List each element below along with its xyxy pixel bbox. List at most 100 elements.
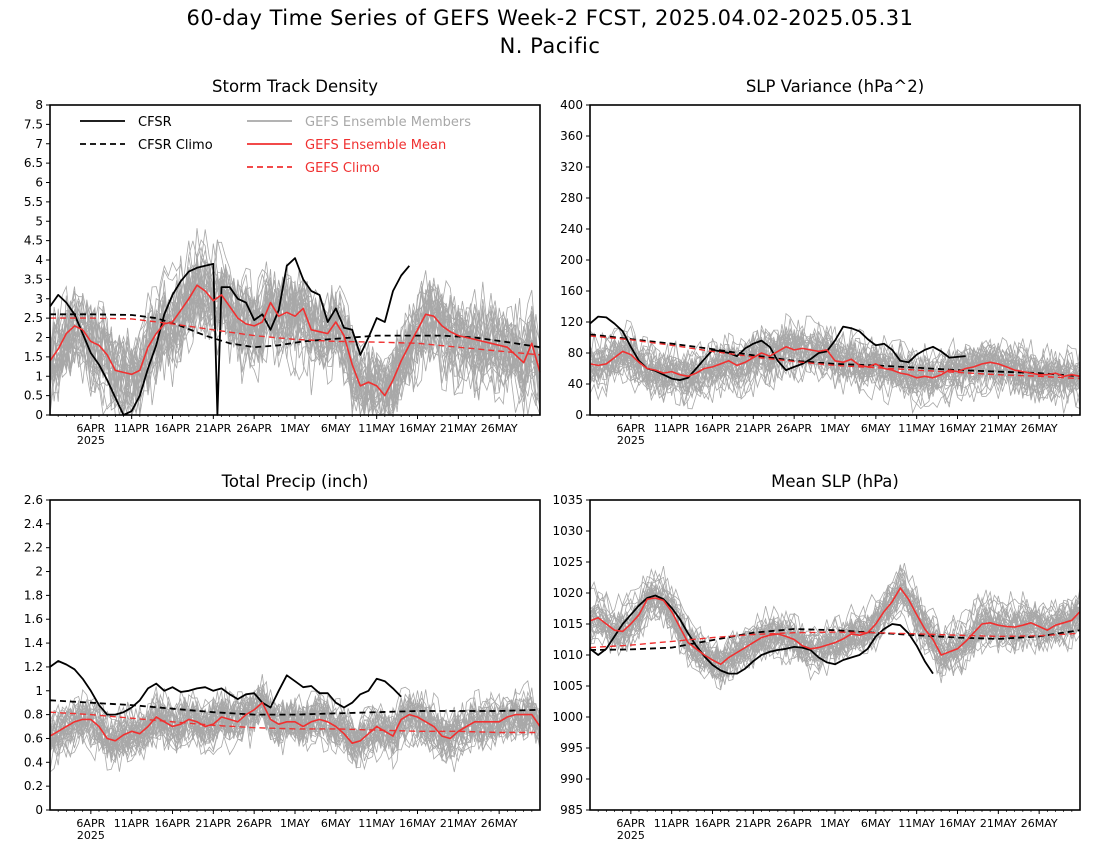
member-line [589, 582, 1081, 681]
y-tick-label: 0 [35, 803, 43, 817]
x-tick-label: 16APR [155, 817, 191, 830]
y-tick-label: 1025 [552, 555, 583, 569]
y-tick-label: 40 [568, 377, 583, 391]
x-tick-label: 6MAY [861, 817, 891, 830]
y-tick-label: 240 [560, 222, 583, 236]
x-tick-label: 16MAY [399, 422, 436, 435]
x-tick-label: 1MAY [820, 422, 850, 435]
ensemble-members [49, 674, 541, 773]
x-tick-label: 26MAY [481, 422, 518, 435]
x-tick-label: 21MAY [440, 422, 477, 435]
member-line [49, 239, 541, 416]
y-tick-label: 6.5 [24, 156, 43, 170]
member-line [49, 684, 541, 753]
x-tick-label: 1MAY [280, 817, 310, 830]
y-tick-label: 0.6 [24, 731, 43, 745]
y-tick-label: 2 [35, 565, 43, 579]
y-tick-label: 1015 [552, 617, 583, 631]
x-tick-label: 11MAY [358, 817, 395, 830]
x-tick-label: 11MAY [898, 422, 935, 435]
member-line [49, 269, 541, 415]
y-tick-label: 3 [35, 292, 43, 306]
y-tick-label: 1000 [552, 710, 583, 724]
figure-subtitle: N. Pacific [499, 34, 601, 58]
member-line [589, 321, 1081, 394]
y-tick-label: 8 [35, 98, 43, 112]
plot-frame [49, 499, 541, 811]
y-tick-label: 5 [35, 214, 43, 228]
series-line-dashed-red [49, 711, 540, 734]
y-tick-label: 1.6 [24, 612, 43, 626]
x-tick-label: 16APR [155, 422, 191, 435]
member-line [49, 275, 541, 405]
x-tick-label: 11APR [654, 422, 690, 435]
member-line [49, 690, 541, 758]
y-tick-label: 6 [35, 176, 43, 190]
x-year-label: 2025 [617, 434, 645, 447]
x-tick-label: 11APR [114, 422, 150, 435]
member-line [49, 674, 541, 759]
legend-label-members: GEFS Ensemble Members [305, 115, 471, 130]
x-tick-label: 6MAY [321, 422, 351, 435]
y-tick-label: 4.5 [24, 234, 43, 248]
legend-label-cfsr-climo: CFSR Climo [138, 138, 213, 153]
series-line-dashed-black [589, 628, 1081, 651]
y-tick-label: 80 [568, 346, 583, 360]
y-tick-label: 990 [560, 772, 583, 786]
series-line-solid-black [589, 594, 934, 675]
member-line [589, 331, 1081, 415]
x-tick-label: 26MAY [481, 817, 518, 830]
x-tick-label: 16MAY [939, 817, 976, 830]
panel-total-precip: Total Precip (inch) 0 0.2 0.4 0.6 0.8 1 1.2 1.4 1… [24, 472, 541, 842]
legend-label-gefs-climo: GEFS Climo [305, 161, 380, 176]
x-tick-label: 21MAY [440, 817, 477, 830]
series-line-dashed-black [589, 333, 1081, 378]
series-line-dashed-red [589, 335, 1081, 380]
legend-label-cfsr: CFSR [138, 115, 172, 130]
member-line [589, 596, 1081, 685]
series-line-solid-black [49, 257, 410, 416]
x-tick-label: 26APR [236, 817, 272, 830]
figure-title: 60-day Time Series of GEFS Week-2 FCST, … [186, 6, 914, 30]
member-line [589, 566, 1081, 667]
x-tick-label: 16MAY [939, 422, 976, 435]
y-tick-label: 1035 [552, 493, 583, 507]
y-tick-label: 1.8 [24, 588, 43, 602]
y-tick-label: 4 [35, 253, 43, 267]
series-line-dashed-black [49, 699, 541, 716]
x-tick-label: 21APR [195, 817, 231, 830]
y-tick-label: 1.4 [24, 636, 43, 650]
x-tick-label: 21MAY [980, 817, 1017, 830]
x-tick-label: 1MAY [280, 422, 310, 435]
x-tick-label: 26MAY [1021, 817, 1058, 830]
y-tick-label: 3.5 [24, 272, 43, 286]
x-tick-label: 26APR [236, 422, 272, 435]
x-tick-label: 16APR [695, 817, 731, 830]
x-tick-label: 6APR [616, 422, 645, 435]
panel-mean-slp: Mean SLP (hPa) 985 990 995 1000 1005 1010 1015 1… [552, 472, 1081, 842]
y-tick-label: 2.6 [24, 493, 43, 507]
y-tick-label: 5.5 [24, 195, 43, 209]
y-tick-label: 2 [35, 331, 43, 345]
ensemble-members [589, 312, 1081, 415]
y-tick-label: 1 [35, 684, 43, 698]
series-line-dashed-red [50, 317, 541, 356]
y-tick-label: 120 [560, 315, 583, 329]
y-tick-label: 320 [560, 160, 583, 174]
panel-title: SLP Variance (hPa^2) [746, 77, 924, 96]
panel-storm-track-density: Storm Track Density 0 0.5 1 1.5 2 2.5 3 3.5 4 4.5 5… [24, 77, 541, 447]
x-tick-label: 6APR [76, 422, 105, 435]
member-line [589, 585, 1081, 679]
y-tick-label: 2.5 [24, 311, 43, 325]
member-line [49, 260, 541, 402]
x-tick-label: 11APR [114, 817, 150, 830]
y-tick-label: 1 [35, 369, 43, 383]
series-line-dashed-black [50, 313, 541, 349]
panel-title: Storm Track Density [212, 77, 378, 96]
member-line [49, 693, 541, 773]
x-tick-label: 11APR [654, 817, 690, 830]
x-tick-label: 1MAY [820, 817, 850, 830]
x-year-label: 2025 [77, 829, 105, 842]
y-tick-label: 2.2 [24, 541, 43, 555]
